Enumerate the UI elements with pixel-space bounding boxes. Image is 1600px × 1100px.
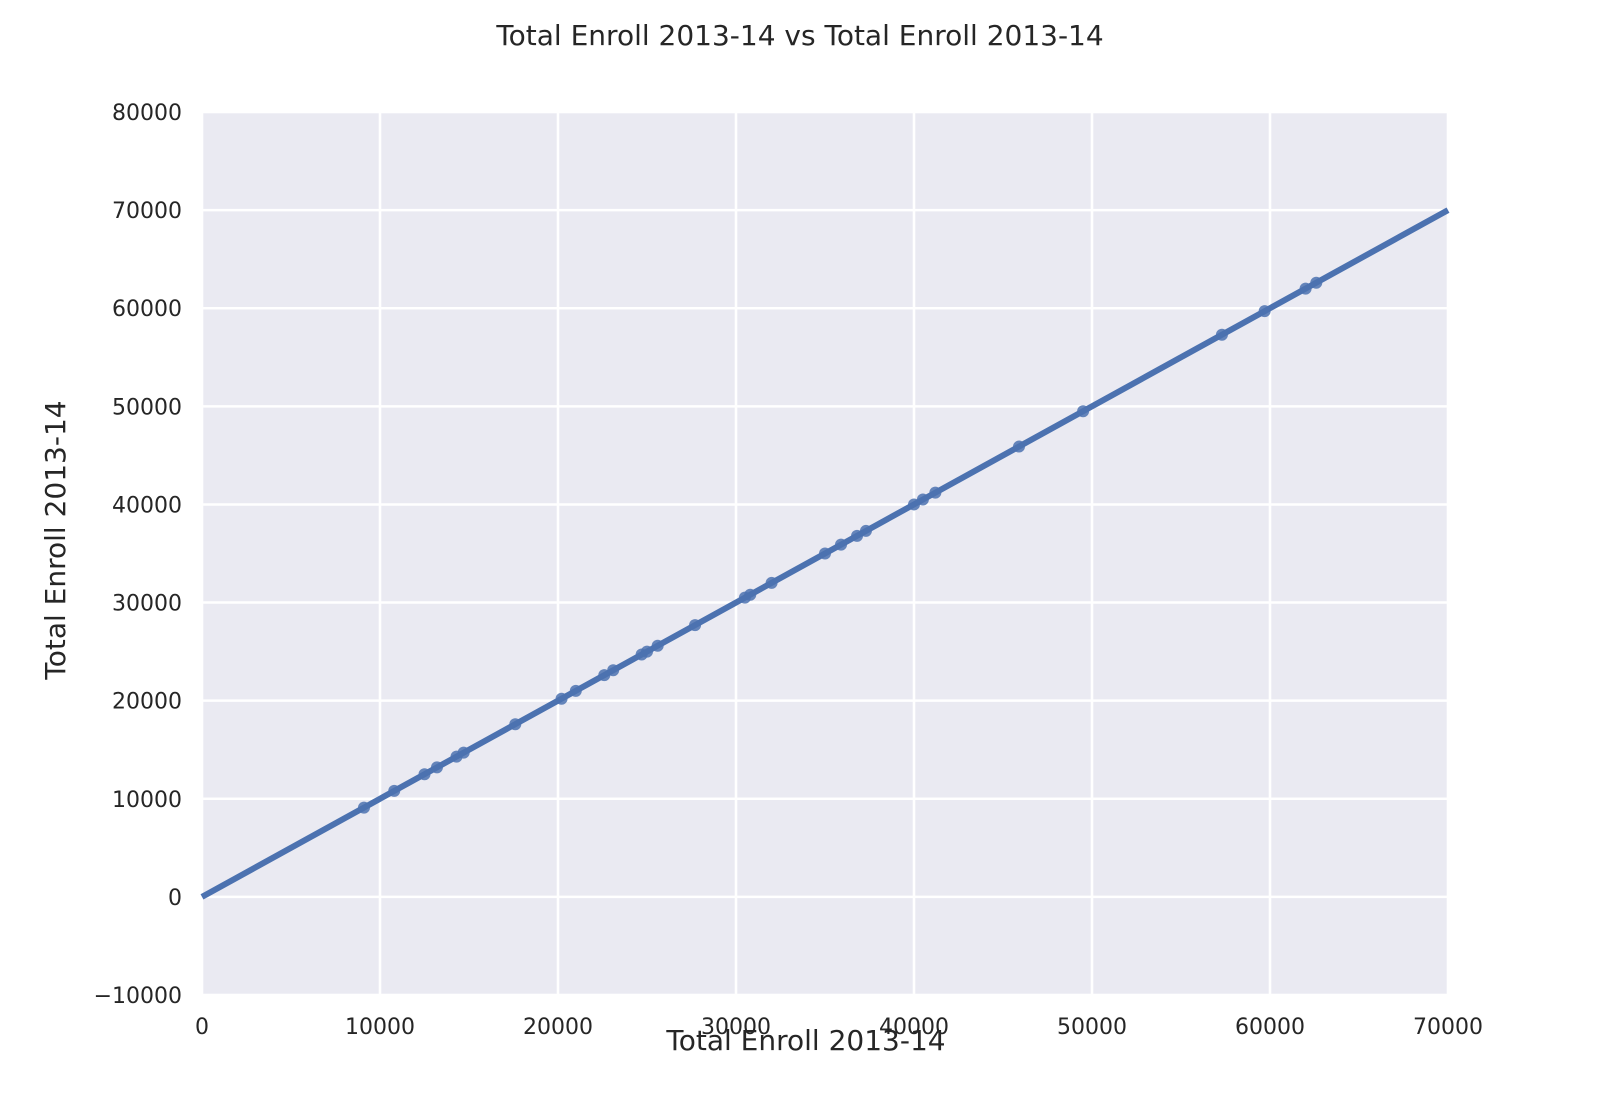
data-point-28	[1258, 305, 1271, 318]
x-tick-label-2: 20000	[523, 1015, 593, 1040]
x-tick-label-1: 10000	[345, 1015, 415, 1040]
data-point-8	[569, 684, 582, 697]
data-point-25	[1013, 440, 1026, 453]
x-tick-label-6: 60000	[1235, 1015, 1305, 1040]
data-point-23	[916, 493, 929, 506]
y-tick-label-7: 60000	[112, 297, 182, 322]
data-point-3	[430, 761, 443, 774]
data-point-9	[598, 669, 611, 682]
y-tick-label-8: 70000	[112, 199, 182, 224]
data-point-5	[457, 746, 470, 759]
data-point-10	[607, 664, 620, 677]
data-point-13	[651, 639, 664, 652]
x-tick-label-0: 0	[195, 1015, 209, 1040]
x-tick-label-4: 40000	[879, 1015, 949, 1040]
data-point-29	[1299, 282, 1312, 295]
x-tick-label-3: 30000	[701, 1015, 771, 1040]
data-point-1	[388, 784, 401, 797]
data-point-14	[689, 619, 702, 632]
data-point-12	[641, 645, 653, 658]
data-point-20	[851, 529, 864, 542]
data-point-19	[835, 538, 848, 551]
data-point-22	[908, 498, 920, 511]
data-point-24	[929, 486, 942, 499]
grid-lines	[200, 110, 1450, 997]
data-points	[357, 276, 1323, 814]
y-tick-label-2: 10000	[112, 788, 182, 813]
data-point-18	[819, 547, 831, 560]
y-tick-label-9: 80000	[112, 101, 182, 126]
x-tick-label-7: 70000	[1413, 1015, 1483, 1040]
data-point-17	[765, 576, 778, 589]
y-tick-label-3: 20000	[112, 690, 182, 715]
data-point-16	[744, 588, 757, 601]
x-tick-label-5: 50000	[1057, 1015, 1127, 1040]
y-tick-label-1: 0	[168, 886, 182, 911]
y-tick-label-6: 50000	[112, 395, 182, 420]
data-point-26	[1077, 405, 1090, 418]
x-tick-labels: 0 10000 20000 30000 40000 50000 60000 70000	[195, 1015, 1483, 1040]
data-point-27	[1215, 328, 1228, 341]
data-point-0	[357, 801, 370, 814]
y-tick-label-5: 40000	[112, 493, 182, 518]
y-tick-labels: −10000 0 10000 20000 30000 40000 50000 60000 700…	[94, 101, 182, 1009]
chart-title: Total Enroll 2013-14 vs Total Enroll 201…	[495, 19, 1103, 52]
x-axis-label: Total Enroll 2013-14	[665, 1024, 945, 1057]
y-tick-label-4: 30000	[112, 592, 182, 617]
data-point-7	[555, 692, 568, 705]
data-point-21	[859, 524, 872, 537]
y-tick-label-0: −10000	[94, 984, 182, 1009]
y-axis-label: Total Enroll 2013-14	[39, 400, 72, 680]
data-point-30	[1310, 276, 1323, 289]
data-point-6	[509, 718, 522, 731]
data-point-2	[418, 768, 431, 781]
